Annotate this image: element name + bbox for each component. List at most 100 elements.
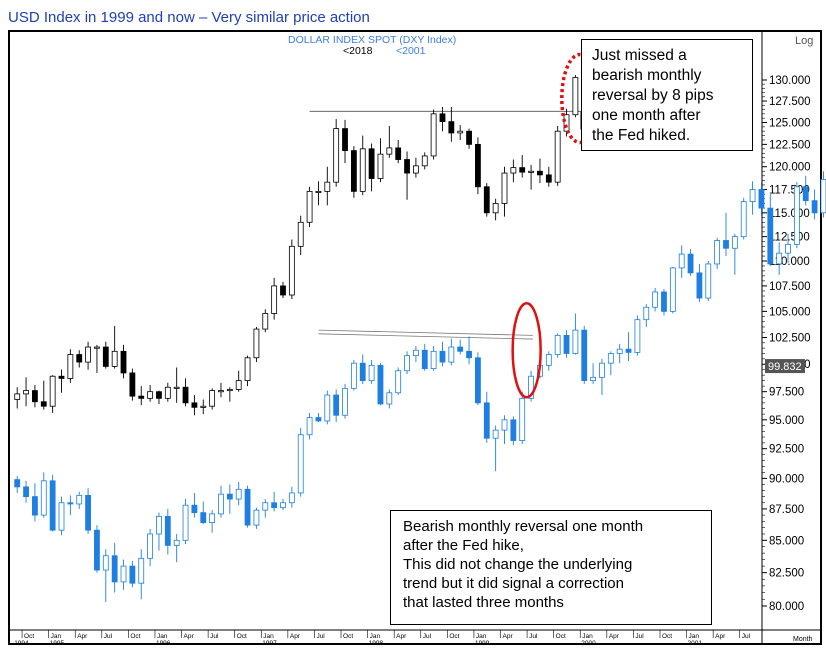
x-month-label: Apr	[715, 633, 726, 640]
series-2001-candle-body	[519, 397, 526, 441]
series-2001-candle-body	[226, 493, 233, 500]
x-month-label: Oct	[343, 633, 353, 640]
series-2001-candle-body	[324, 394, 331, 422]
series-2001-candle-body	[758, 189, 765, 209]
series-2001-candle-body	[528, 375, 534, 399]
log-scale-label: Log	[795, 35, 813, 47]
series-2018-candle-body	[111, 350, 118, 367]
series-2018-candle-body	[537, 170, 543, 176]
x-year-label: 1995	[50, 640, 65, 647]
x-year-label: 2001	[688, 640, 703, 647]
y-tick-label: 107.500	[769, 281, 811, 293]
series-2001-candle-body	[14, 479, 21, 488]
series-2001-candle-body	[404, 355, 410, 372]
series-2018-candle-body	[94, 346, 100, 349]
series-header: DOLLAR INDEX SPOT (DXY Index)	[288, 34, 456, 46]
series-2001-candle-body	[501, 419, 508, 431]
y-tick-label: 127.500	[769, 96, 811, 108]
annotation-bottom-line: trend but it did signal a correction	[403, 575, 624, 592]
series-2001-candle-body	[696, 272, 703, 299]
series-2001-candle-body	[466, 350, 472, 359]
x-year-label: 2000	[581, 640, 596, 647]
series-2001-candle-body	[377, 364, 384, 405]
series-2018-candle-body	[23, 390, 29, 395]
y-tick-label: 82.500	[769, 568, 804, 580]
series-2018-candle-body	[545, 174, 552, 183]
last-price-label: 99.832	[768, 361, 802, 373]
series-2018-candle-body	[182, 386, 189, 404]
series-2018-candle-body	[67, 354, 74, 379]
series-2001-candle-body	[776, 252, 783, 265]
x-month-label: Apr	[77, 633, 88, 640]
x-month-label: Apr	[503, 633, 514, 640]
series-2001-candle-body	[607, 353, 614, 364]
x-month-label: Oct	[237, 633, 247, 640]
x-year-label: 1994	[14, 640, 29, 647]
x-year-label: 1999	[475, 640, 490, 647]
series-2018-candle-body	[147, 391, 154, 399]
series-2018-candle-body	[14, 393, 21, 400]
annotation-top-line: the Fed hiked.	[592, 127, 691, 144]
series-2018-candle-body	[492, 203, 499, 214]
x-month-label: Jan	[370, 633, 381, 640]
series-2018-candle-body	[32, 390, 38, 403]
series-2001-candle-body	[572, 329, 579, 354]
annotation-top-line: one month after	[592, 107, 701, 124]
series-2018-candle-body	[129, 372, 136, 397]
series-2001-candle-body	[156, 515, 162, 535]
series-2018-candle-body	[218, 390, 224, 393]
series-2018-candle-body	[49, 375, 56, 407]
y-tick-label: 130.000	[769, 75, 811, 87]
series-2001-candle-body	[731, 236, 738, 249]
series-2001-candle-body	[76, 494, 83, 505]
series-2001-candle-body	[280, 502, 286, 509]
series-2001-candle-body	[802, 186, 809, 202]
series-2001-candle-body	[510, 419, 517, 441]
series-2018-candle-body	[528, 170, 534, 173]
y-tick-label: 85.000	[769, 535, 804, 547]
y-tick-label: 97.500	[769, 387, 804, 399]
series-2001-candle-body	[40, 480, 47, 516]
series-2018-candle-body	[333, 128, 340, 183]
annotation-bottom-line: that lasted three months	[403, 594, 564, 611]
series-2018-candle-body	[315, 190, 322, 193]
series-2018-candle-body	[457, 130, 464, 134]
series-2001-candle-body	[386, 392, 393, 405]
series-2001-candle-body	[661, 291, 667, 312]
series-2001-candle-body	[412, 349, 419, 357]
x-month-label: Apr	[290, 633, 301, 640]
series-2018-candle-body	[85, 346, 91, 363]
y-tick-label: 122.500	[769, 139, 811, 151]
series-2018-candle-body	[563, 114, 570, 132]
series-2001-candle-body	[111, 555, 118, 583]
series-2001-candle-body	[749, 189, 756, 202]
x-month-label: Oct	[556, 633, 566, 640]
series-2001-candle-body	[545, 354, 552, 366]
series-2018-candle-body	[253, 328, 260, 359]
series-2018-candle-body	[40, 401, 47, 407]
y-tick-label: 95.000	[769, 415, 804, 427]
series-2018-candle-body	[412, 165, 419, 174]
x-month-label: Jul	[210, 633, 219, 640]
series-2001-candle-body	[563, 334, 570, 354]
series-2001-candle-body	[262, 502, 269, 511]
legend-2018: <2018	[343, 45, 373, 57]
x-year-label: 1996	[156, 640, 171, 647]
x-month-label: Apr	[184, 633, 195, 640]
resistance-line-2001	[318, 333, 533, 340]
series-2018-candle-body	[138, 395, 145, 399]
series-2018-candle-body	[262, 313, 269, 330]
series-2001-candle-body	[767, 207, 774, 265]
y-tick-label: 125.000	[769, 117, 811, 129]
series-2001-candle-body	[669, 267, 676, 312]
x-month-label: Jan	[582, 633, 593, 640]
series-2001-candle-body	[714, 240, 721, 265]
series-2001-candle-body	[102, 555, 109, 571]
x-month-label: Oct	[662, 633, 672, 640]
series-2001-candle-body	[297, 434, 304, 494]
series-2001-candle-body	[129, 565, 136, 584]
series-2018-candle-body	[377, 153, 384, 179]
series-2018-candle-body	[306, 190, 313, 223]
series-2001-candle-body	[333, 394, 340, 416]
x-month-label: Apr	[396, 633, 407, 640]
